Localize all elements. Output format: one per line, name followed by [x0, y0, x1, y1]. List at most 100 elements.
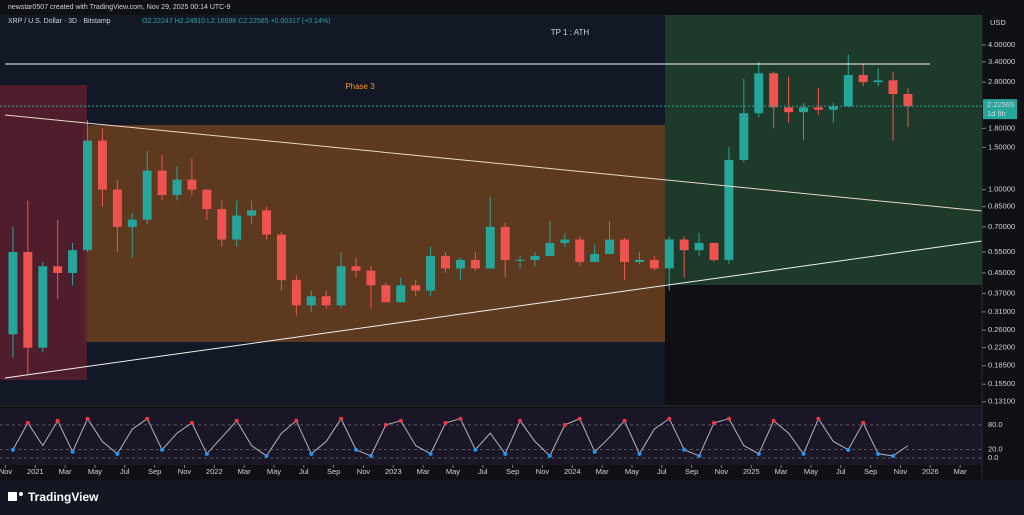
oscillator-dot: [10, 447, 15, 452]
y-tick-label: 0.45000: [988, 268, 1015, 277]
x-tick-label: Jul: [478, 467, 488, 476]
x-tick-label: May: [804, 467, 818, 476]
x-tick-label: Nov: [178, 467, 192, 476]
candle-body: [217, 209, 227, 240]
y-tick-label: 2.80000: [988, 77, 1015, 86]
x-tick-label: Nov: [0, 467, 12, 476]
oscillator-dot: [70, 449, 75, 454]
candle-body: [903, 94, 913, 107]
candle-body: [605, 239, 615, 254]
x-tick-label: May: [88, 467, 102, 476]
oscillator-dot: [398, 418, 403, 423]
candle-body: [187, 179, 197, 190]
candle-body: [381, 285, 391, 303]
y-tick-label: 0.15500: [988, 379, 1015, 388]
oscillator-dot: [428, 451, 433, 456]
oscillator-dot: [503, 451, 508, 456]
x-tick-label: 2022: [206, 467, 223, 476]
candle-body: [590, 253, 600, 262]
y-tick-label: 1.80000: [988, 123, 1015, 132]
oscillator-dot: [577, 416, 582, 421]
candle-body: [515, 259, 525, 261]
oscillator-dot: [682, 447, 687, 452]
x-tick-label: Nov: [536, 467, 550, 476]
y-tick-label: 80.0: [988, 420, 1003, 429]
candle-body: [306, 296, 316, 306]
oscillator-dot: [443, 420, 448, 425]
candle-body: [351, 266, 361, 271]
candle-body: [709, 242, 719, 260]
x-tick-label: Sep: [327, 467, 340, 476]
x-tick-label: Mar: [596, 467, 609, 476]
candle-body: [799, 107, 808, 113]
x-tick-label: Mar: [59, 467, 72, 476]
symbol: XRP / U.S. Dollar · 3D · Bitstamp: [8, 18, 111, 25]
y-tick-label: 0.18500: [988, 361, 1015, 370]
candle-body: [247, 210, 257, 216]
oscillator-dot: [309, 451, 314, 456]
oscillator-dot: [562, 422, 567, 427]
oscillator-dot: [890, 453, 895, 458]
y-tick-label: 4.00000: [988, 40, 1015, 49]
candle-body: [858, 74, 868, 83]
oscillator-dot: [383, 422, 388, 427]
candle-body: [575, 239, 585, 262]
candle-body: [262, 210, 271, 235]
ohlc: O2.22247 H2.24910 L2.16698 C2.22565 +0.0…: [142, 18, 330, 25]
oscillator-dot: [264, 453, 269, 458]
candle-body: [38, 266, 48, 348]
currency: USD: [990, 18, 1006, 27]
candle-body: [23, 252, 33, 348]
candle-body: [530, 255, 540, 260]
candle-body: [441, 255, 450, 269]
candle-body: [83, 140, 92, 251]
oscillator-dot: [339, 416, 344, 421]
candle-body: [828, 106, 838, 110]
oscillator-dot: [204, 451, 209, 456]
x-tick-label: Sep: [148, 467, 161, 476]
x-tick-label: 2021: [27, 467, 44, 476]
candle-body: [634, 259, 644, 262]
countdown: 1d 9h: [987, 109, 1006, 118]
oscillator-dot: [85, 416, 90, 421]
accumulation-zone: [83, 125, 665, 342]
candle-body: [784, 107, 794, 113]
oscillator-dot: [294, 418, 299, 423]
oscillator-dot: [801, 451, 806, 456]
y-tick-label: 1.50000: [988, 142, 1015, 151]
candle-body: [470, 259, 480, 269]
x-tick-label: Sep: [864, 467, 877, 476]
x-tick-label: Nov: [357, 467, 371, 476]
candle-body: [724, 159, 734, 260]
x-tick-label: Sep: [506, 467, 519, 476]
oscillator-dot: [756, 451, 761, 456]
candle-body: [620, 239, 629, 262]
candle-body: [888, 80, 898, 95]
x-tick-label: May: [267, 467, 281, 476]
y-tick-label: 0.55000: [988, 247, 1015, 256]
candle-body: [664, 239, 674, 269]
y-tick-label: 0.37000: [988, 288, 1015, 297]
x-tick-label: Jul: [836, 467, 846, 476]
oscillator-dot: [160, 447, 165, 452]
candle-body: [276, 234, 286, 281]
candle-body: [411, 285, 421, 291]
candle-body: [500, 226, 510, 260]
oscillator-dot: [697, 453, 702, 458]
oscillator-dot: [712, 420, 717, 425]
x-tick-label: Nov: [894, 467, 908, 476]
y-tick-label: 20.0: [988, 445, 1003, 454]
candle-body: [53, 266, 63, 273]
candle-body: [545, 242, 555, 256]
logo: [8, 492, 23, 501]
candle-body: [127, 219, 137, 227]
candle-body: [336, 266, 346, 306]
x-tick-label: Mar: [238, 467, 251, 476]
candle-body: [321, 296, 331, 306]
oscillator-dot: [622, 418, 627, 423]
oscillator-dot: [637, 451, 642, 456]
oscillator-pane: [0, 408, 982, 465]
candle-body: [142, 170, 152, 220]
x-tick-label: May: [446, 467, 460, 476]
